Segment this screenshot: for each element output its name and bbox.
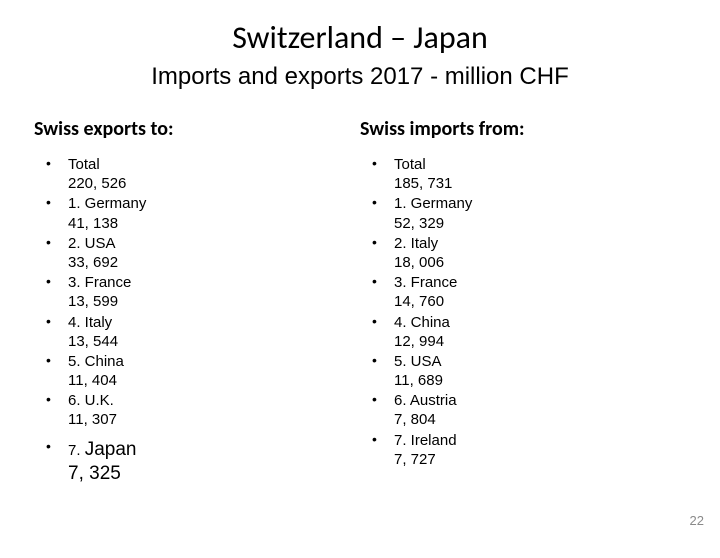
- item-value: 14, 760: [394, 292, 686, 311]
- item-label: Total: [394, 155, 686, 174]
- list-item: 6. U.K. 11, 307: [40, 391, 360, 429]
- item-label: 7. Japan: [68, 438, 360, 462]
- item-value: 52, 329: [394, 214, 686, 233]
- item-value: 11, 307: [68, 410, 360, 429]
- item-value: 7, 325: [68, 462, 360, 486]
- content-columns: Swiss exports to: Total 220, 526 1. Germ…: [0, 117, 720, 487]
- list-item-japan: 7. Japan 7, 325: [40, 438, 360, 487]
- item-label: 4. China: [394, 313, 686, 332]
- item-value: 7, 804: [394, 410, 686, 429]
- exports-list: Total 220, 526 1. Germany 41, 138 2. USA…: [34, 155, 360, 486]
- exports-heading: Swiss exports to:: [34, 117, 360, 141]
- item-value: 7, 727: [394, 450, 686, 469]
- item-value: 41, 138: [68, 214, 360, 233]
- list-item: 5. China 11, 404: [40, 352, 360, 390]
- item-value: 12, 994: [394, 332, 686, 351]
- item-value: 13, 544: [68, 332, 360, 351]
- item-label: 6. Austria: [394, 391, 686, 410]
- list-item: 4. China 12, 994: [366, 313, 686, 351]
- list-item: 1. Germany 41, 138: [40, 194, 360, 232]
- slide-title: Switzerland – Japan: [0, 18, 720, 57]
- emph-prefix: 7.: [68, 442, 85, 459]
- item-label: 3. France: [394, 273, 686, 292]
- item-value: 33, 692: [68, 253, 360, 272]
- list-item: 1. Germany 52, 329: [366, 194, 686, 232]
- item-label: 2. USA: [68, 234, 360, 253]
- item-value: 185, 731: [394, 174, 686, 193]
- exports-column: Swiss exports to: Total 220, 526 1. Germ…: [34, 117, 360, 487]
- item-value: 11, 404: [68, 371, 360, 390]
- item-label: 4. Italy: [68, 313, 360, 332]
- list-item: 3. France 13, 599: [40, 273, 360, 311]
- list-item: 2. USA 33, 692: [40, 234, 360, 272]
- item-label: 6. U.K.: [68, 391, 360, 410]
- item-value: 13, 599: [68, 292, 360, 311]
- item-label: 5. USA: [394, 352, 686, 371]
- slide-subtitle: Imports and exports 2017 - million CHF: [0, 63, 720, 91]
- emph-country: Japan: [85, 439, 137, 460]
- list-item: 6. Austria 7, 804: [366, 391, 686, 429]
- list-item: 3. France 14, 760: [366, 273, 686, 311]
- item-label: 2. Italy: [394, 234, 686, 253]
- item-value: 11, 689: [394, 371, 686, 390]
- imports-column: Swiss imports from: Total 185, 731 1. Ge…: [360, 117, 686, 487]
- item-label: 5. China: [68, 352, 360, 371]
- list-item: 5. USA 11, 689: [366, 352, 686, 390]
- page-number: 22: [690, 513, 704, 528]
- list-item: 2. Italy 18, 006: [366, 234, 686, 272]
- list-item: 4. Italy 13, 544: [40, 313, 360, 351]
- item-value: 18, 006: [394, 253, 686, 272]
- item-value: 220, 526: [68, 174, 360, 193]
- list-item: 7. Ireland 7, 727: [366, 431, 686, 469]
- imports-list: Total 185, 731 1. Germany 52, 329 2. Ita…: [360, 155, 686, 469]
- item-label: Total: [68, 155, 360, 174]
- item-label: 1. Germany: [394, 194, 686, 213]
- item-label: 1. Germany: [68, 194, 360, 213]
- item-label: 7. Ireland: [394, 431, 686, 450]
- list-item: Total 185, 731: [366, 155, 686, 193]
- list-item: Total 220, 526: [40, 155, 360, 193]
- item-label: 3. France: [68, 273, 360, 292]
- imports-heading: Swiss imports from:: [360, 117, 686, 141]
